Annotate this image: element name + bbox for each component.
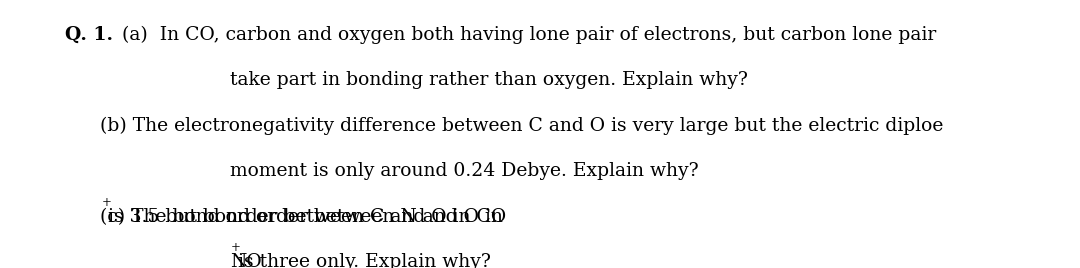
Text: +: +: [102, 196, 111, 209]
Text: moment is only around 0.24 Debye. Explain why?: moment is only around 0.24 Debye. Explai…: [230, 162, 699, 180]
Text: (a)  In CO, carbon and oxygen both having lone pair of electrons, but carbon lon: (a) In CO, carbon and oxygen both having…: [122, 25, 936, 44]
Text: (b) The electronegativity difference between C and O is very large but the elect: (b) The electronegativity difference bet…: [100, 117, 944, 135]
Text: NO: NO: [230, 253, 261, 268]
Text: is 3.5 but bond order between N and O in: is 3.5 but bond order between N and O in: [103, 208, 503, 226]
Text: (c) The bond order between C and O in CO: (c) The bond order between C and O in CO: [100, 208, 507, 226]
Text: is three only. Explain why?: is three only. Explain why?: [232, 253, 491, 268]
Text: +: +: [231, 241, 241, 254]
Text: take part in bonding rather than oxygen. Explain why?: take part in bonding rather than oxygen.…: [230, 71, 748, 89]
Text: Q. 1.: Q. 1.: [65, 25, 112, 43]
